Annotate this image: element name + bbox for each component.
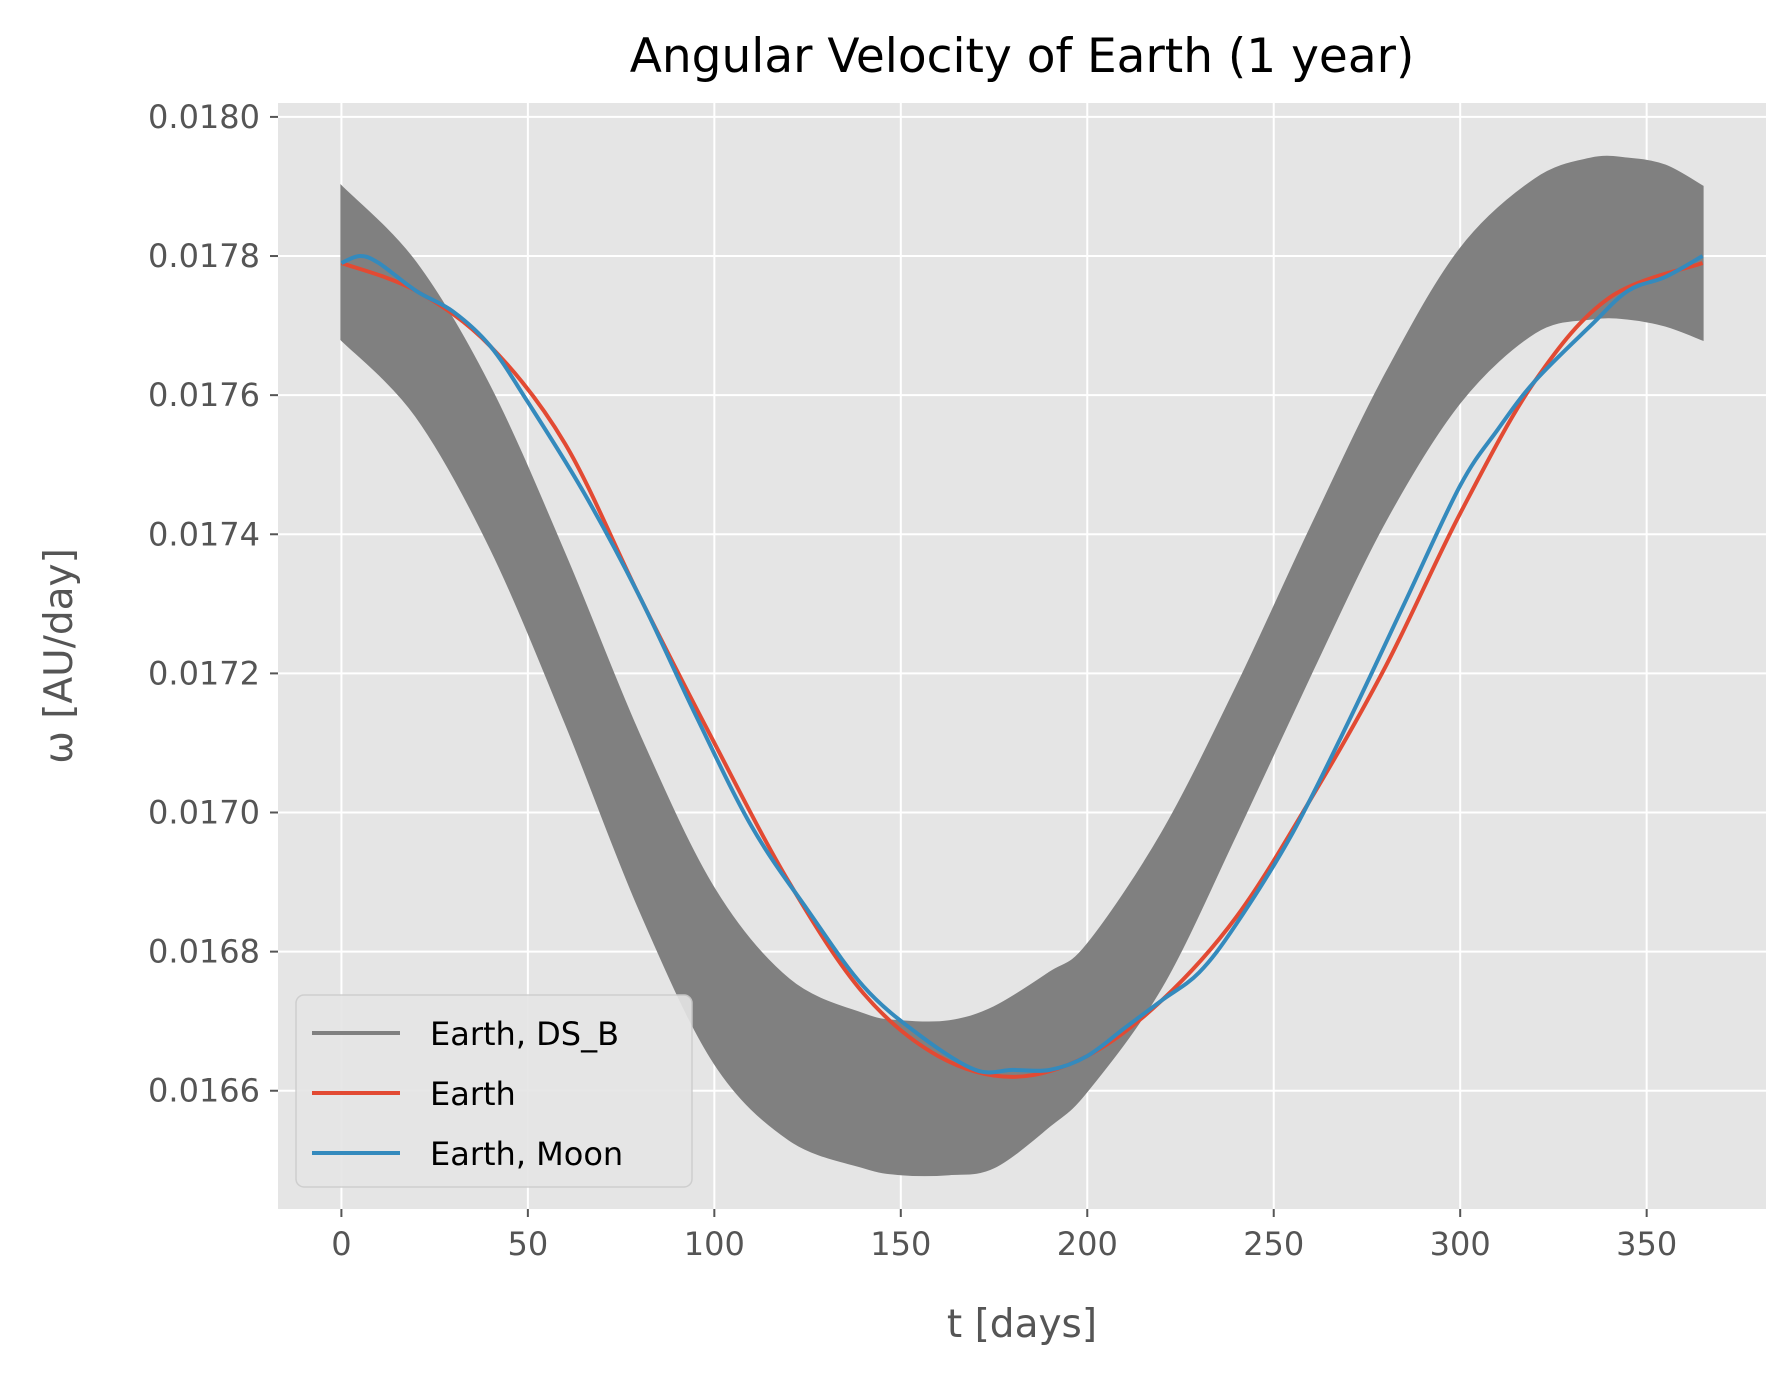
- legend-label-earth-moon: Earth, Moon: [430, 1135, 623, 1173]
- axis-ticks: 0 50 100 150 200 250 300 350 0.0166 0.0168 0.0170 0…: [148, 98, 1677, 1263]
- legend: Earth, DS_B Earth Earth, Moon: [295, 994, 693, 1188]
- y-tick-label: 0.0166: [148, 1072, 260, 1110]
- series-line-earth-moon: [340, 254, 1704, 1075]
- y-tick-label: 0.0168: [148, 933, 260, 971]
- x-tick-label: 0: [331, 1225, 351, 1263]
- legend-label-earth: Earth: [430, 1075, 516, 1113]
- legend-frame: [295, 994, 693, 1188]
- line-series: [340, 254, 1704, 1079]
- x-tick-label: 350: [1616, 1225, 1677, 1263]
- y-tick-label: 0.0172: [148, 654, 260, 692]
- x-tick-label: 200: [1057, 1225, 1118, 1263]
- y-axis-label: ω [AU/day]: [37, 548, 82, 764]
- chart-title: Angular Velocity of Earth (1 year): [630, 29, 1415, 84]
- x-tick-label: 150: [870, 1225, 931, 1263]
- y-tick-label: 0.0174: [148, 515, 260, 553]
- band-series: [340, 155, 1704, 1177]
- series-band-earth-ds-b: [340, 155, 1704, 1177]
- y-tick-label: 0.0178: [148, 237, 260, 275]
- y-tick-label: 0.0170: [148, 794, 260, 832]
- y-tick-label: 0.0180: [148, 98, 260, 136]
- x-tick-label: 50: [508, 1225, 549, 1263]
- x-tick-label: 300: [1430, 1225, 1491, 1263]
- x-axis-label: t [days]: [947, 1302, 1097, 1347]
- series-line-earth: [340, 261, 1704, 1079]
- x-tick-label: 100: [684, 1225, 745, 1263]
- legend-label-earth-ds-b: Earth, DS_B: [430, 1015, 619, 1053]
- y-tick-label: 0.0176: [148, 376, 260, 414]
- x-tick-label: 250: [1243, 1225, 1304, 1263]
